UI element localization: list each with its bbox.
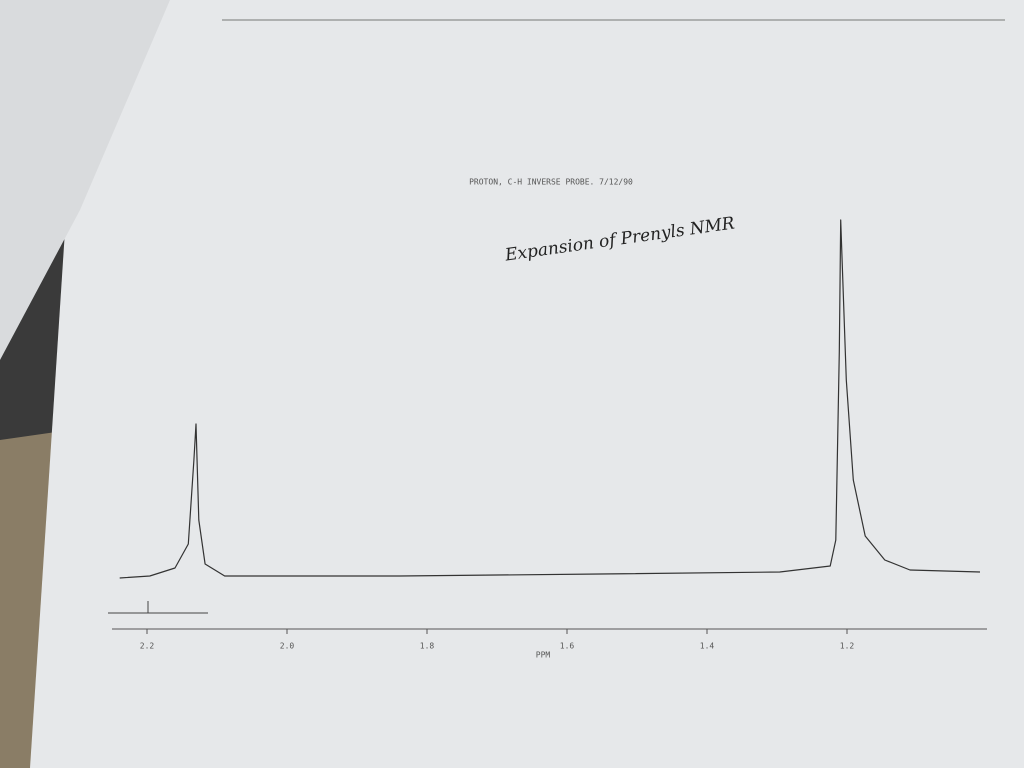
x-tick-label: 2.2 <box>140 642 155 651</box>
spectrum-line <box>119 219 981 579</box>
x-tick-label: 1.2 <box>840 642 855 651</box>
paper <box>30 0 1024 768</box>
paper-corner <box>0 0 170 360</box>
chart-title: PROTON, C-H INVERSE PROBE. 7/12/90 <box>469 178 633 187</box>
x-tick-label: 1.8 <box>420 642 435 651</box>
x-tick-label: 1.4 <box>700 642 715 651</box>
x-axis-label: PPM <box>536 651 551 660</box>
x-tick-label: 1.6 <box>560 642 575 651</box>
x-tick-label: 2.0 <box>280 642 295 651</box>
